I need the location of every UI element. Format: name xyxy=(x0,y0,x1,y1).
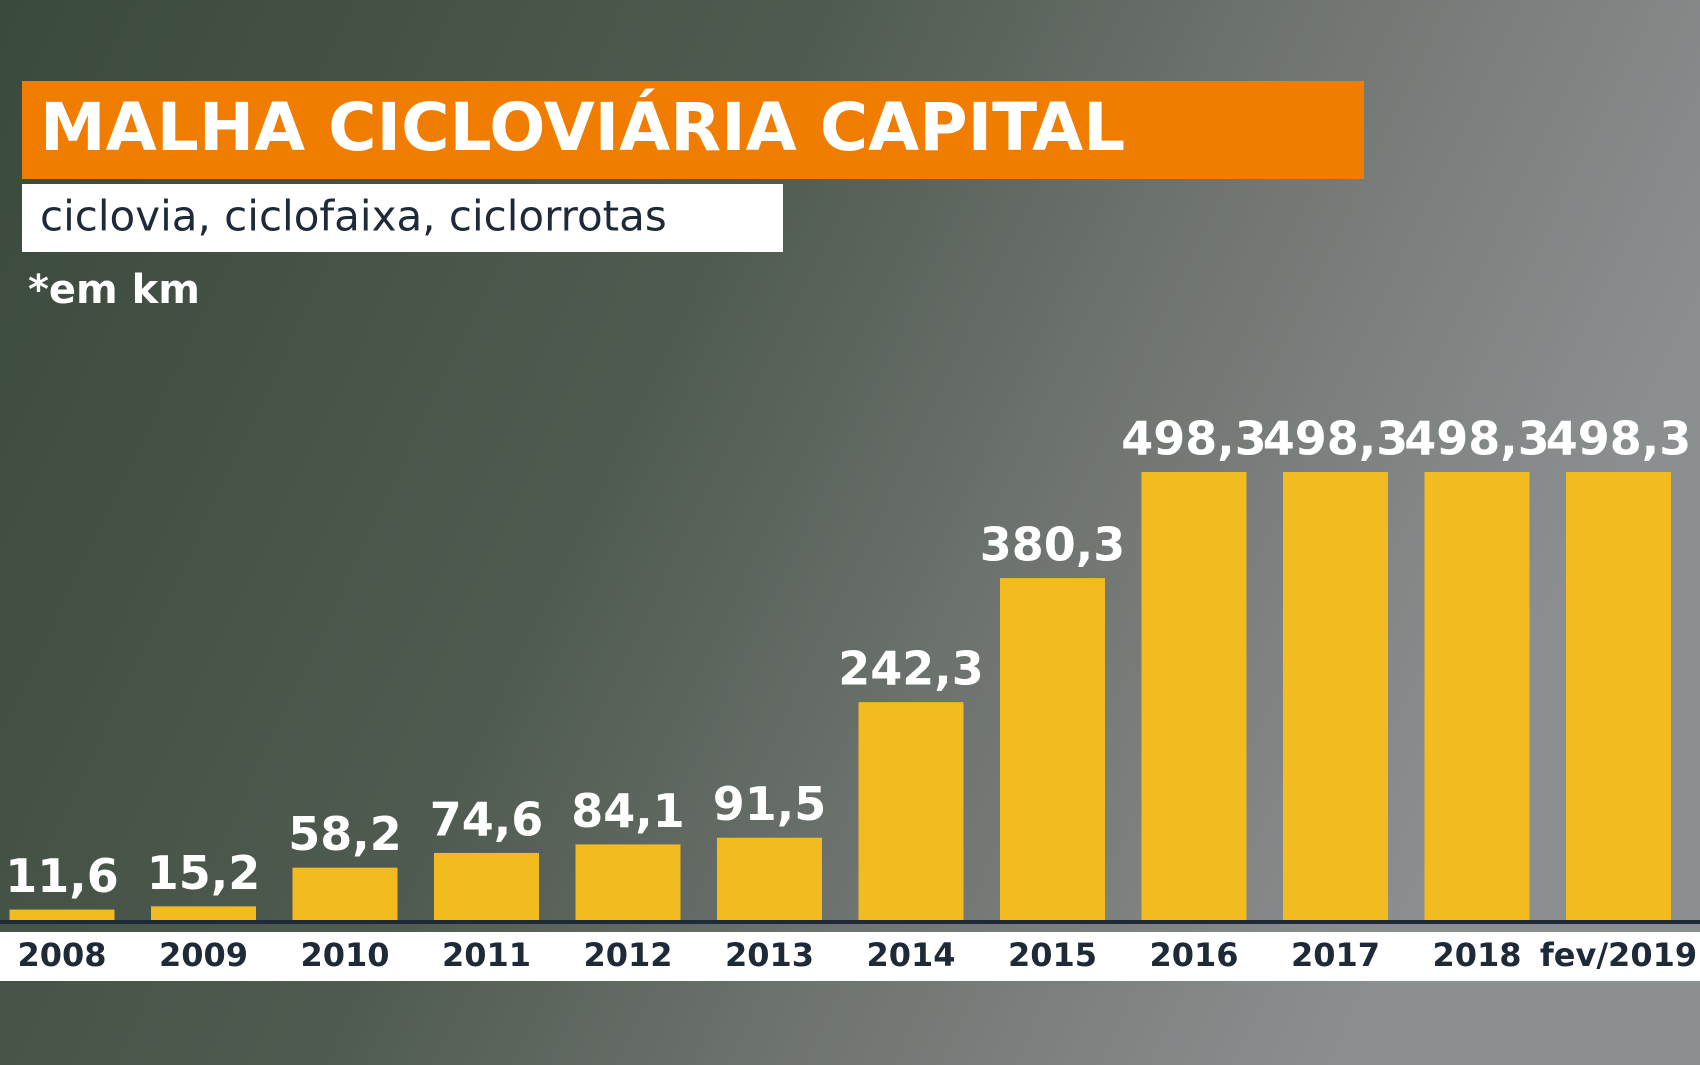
bar xyxy=(9,909,115,920)
bar xyxy=(292,867,398,920)
x-tick-label: 2017 xyxy=(1291,936,1380,974)
bar xyxy=(1424,472,1530,920)
value-label: 84,1 xyxy=(571,784,685,838)
value-label: 74,6 xyxy=(430,792,544,846)
baseline xyxy=(0,920,1700,924)
x-tick-label: 2013 xyxy=(725,936,814,974)
bar xyxy=(1000,578,1105,920)
value-label: 498,3 xyxy=(1121,412,1267,466)
bar xyxy=(151,906,256,920)
x-tick-label: 2011 xyxy=(442,936,531,974)
x-tick-label: 2010 xyxy=(300,936,389,974)
value-label: 498,3 xyxy=(1263,412,1409,466)
value-label: 15,2 xyxy=(147,846,261,900)
value-label: 498,3 xyxy=(1546,412,1692,466)
bar xyxy=(434,852,539,920)
title-box xyxy=(22,81,1364,179)
value-label: 11,6 xyxy=(5,849,119,903)
x-tick-label: 2016 xyxy=(1149,936,1238,974)
chart-subtitle: ciclovia, ciclofaixa, ciclorrotas xyxy=(40,192,667,241)
x-tick-label: 2008 xyxy=(17,936,106,974)
value-label: 242,3 xyxy=(838,642,984,696)
unit-note: *em km xyxy=(28,267,200,313)
x-tick-label: 2015 xyxy=(1008,936,1097,974)
x-tick-label: 2009 xyxy=(159,936,248,974)
x-tick-label: 2014 xyxy=(866,936,955,974)
x-tick-label: 2018 xyxy=(1432,936,1521,974)
chart-title: MALHA CICLOVIÁRIA CAPITAL xyxy=(40,88,1125,166)
bar xyxy=(1141,472,1247,920)
value-label: 91,5 xyxy=(713,777,827,831)
bar xyxy=(858,702,964,920)
subtitle-box xyxy=(22,184,783,252)
x-tick-label: 2012 xyxy=(583,936,672,974)
value-label: 498,3 xyxy=(1404,412,1550,466)
bar xyxy=(575,844,681,920)
bar xyxy=(1566,472,1671,920)
value-label: 380,3 xyxy=(980,518,1126,572)
axis-strip xyxy=(0,932,1700,981)
value-label: 58,2 xyxy=(288,807,402,861)
bar xyxy=(1283,472,1388,920)
bar xyxy=(717,837,822,920)
x-tick-label: fev/2019 xyxy=(1540,936,1697,974)
